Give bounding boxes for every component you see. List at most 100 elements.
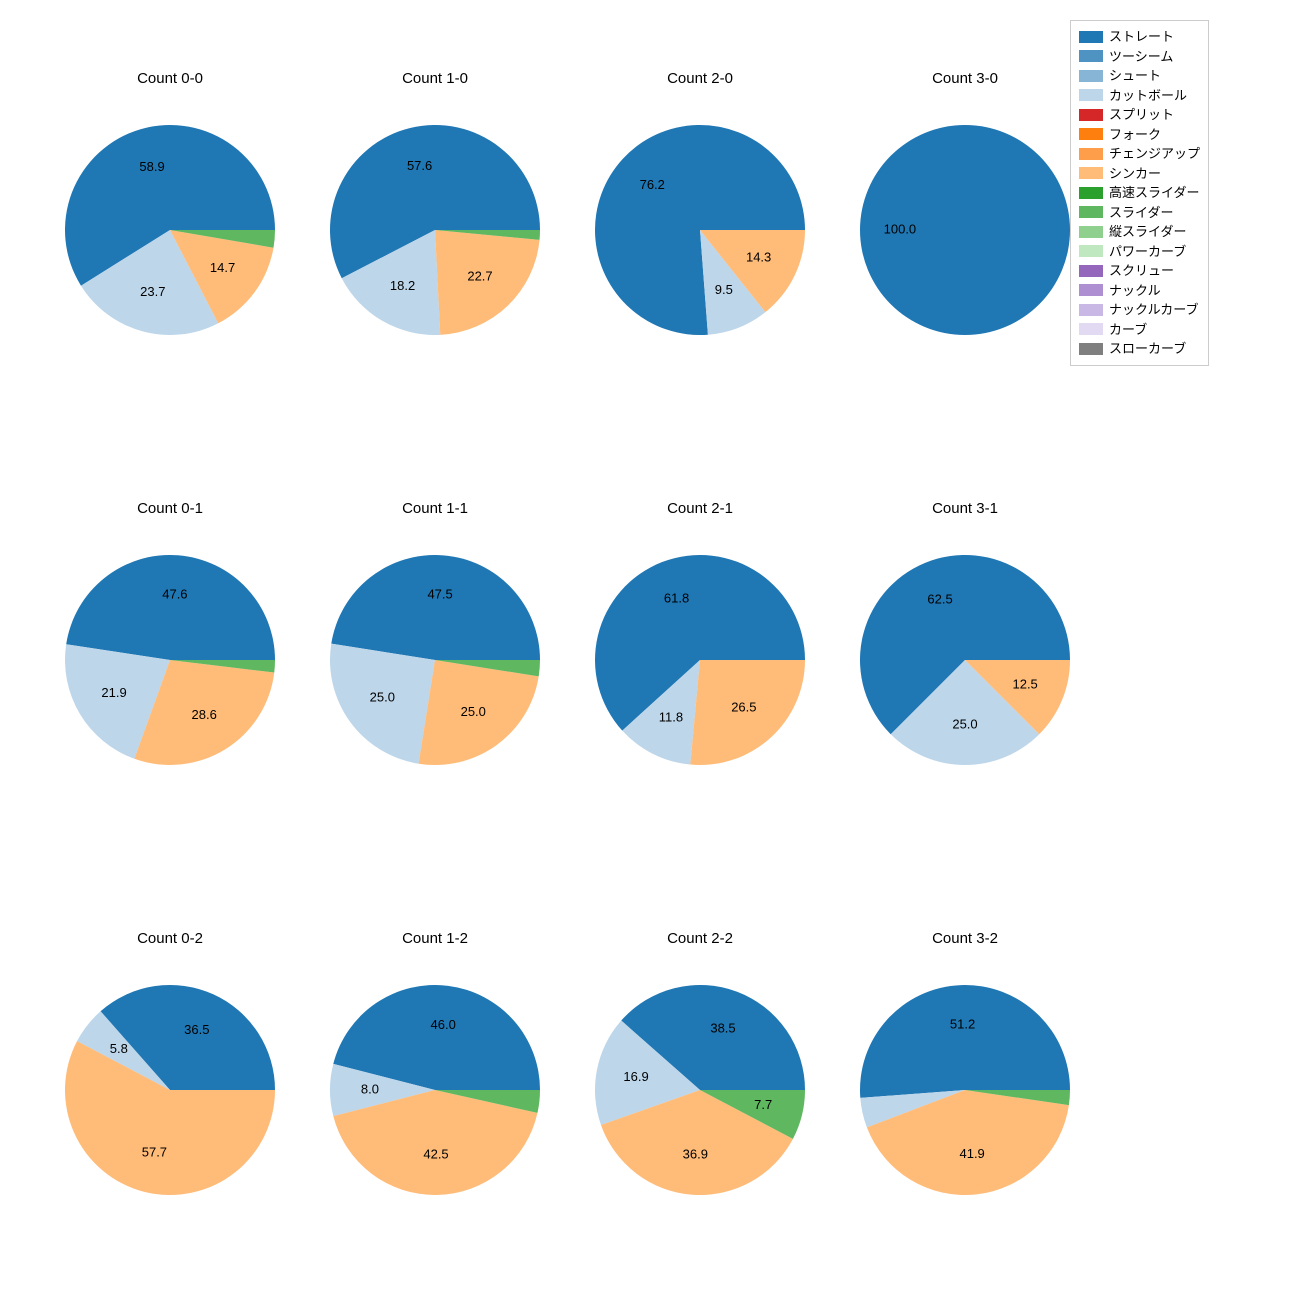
legend-item-screw: スクリュー: [1079, 261, 1200, 281]
pie-slice-straight: [331, 555, 540, 660]
legend-item-cutter: カットボール: [1079, 86, 1200, 106]
legend-item-changeup: チェンジアップ: [1079, 144, 1200, 164]
legend-swatch: [1079, 343, 1103, 355]
subplot-count-3-1: Count 3-1 62.5 25.0 12.5: [845, 500, 1085, 785]
legend-item-sinker: シンカー: [1079, 164, 1200, 184]
subplot-title: Count 0-2: [50, 930, 290, 947]
legend-label: チェンジアップ: [1109, 144, 1200, 164]
pie-label: 25.0: [370, 690, 395, 705]
legend-label: カットボール: [1109, 86, 1187, 106]
pie-label: 51.2: [950, 1016, 975, 1031]
pie-label: 58.9: [139, 159, 164, 174]
legend-label: ツーシーム: [1109, 47, 1173, 67]
pie-chart: 62.5 25.0 12.5: [845, 500, 1085, 785]
legend-item-split: スプリット: [1079, 105, 1200, 125]
legend-item-shoot: シュート: [1079, 66, 1200, 86]
legend-swatch: [1079, 50, 1103, 62]
subplot-count-2-2: Count 2-2 38.5 16.9 36.9 7.7: [580, 930, 820, 1215]
pie-label: 14.3: [746, 250, 771, 265]
subplot-title: Count 3-1: [845, 500, 1085, 517]
pie-label: 38.5: [710, 1021, 735, 1036]
pie-label: 18.2: [390, 278, 415, 293]
pie-chart: 61.8 11.8 26.5: [580, 500, 820, 785]
legend-label: 縦スライダー: [1109, 222, 1186, 242]
pie-label: 12.5: [1012, 676, 1037, 691]
legend-swatch: [1079, 304, 1103, 316]
subplot-count-1-0: Count 1-057.618.222.7: [315, 70, 555, 355]
subplot-count-0-0: Count 0-0 58.9 23.7 14.7: [50, 70, 290, 355]
legend-swatch: [1079, 245, 1103, 257]
legend-label: シュート: [1109, 66, 1161, 86]
pie-label: 61.8: [664, 591, 689, 606]
pie-label: 25.0: [461, 704, 486, 719]
subplot-count-1-2: Count 1-246.08.042.5: [315, 930, 555, 1215]
subplot-title: Count 2-2: [580, 930, 820, 947]
pie-label: 41.9: [959, 1146, 984, 1161]
legend-swatch: [1079, 226, 1103, 238]
pie-label: 22.7: [467, 268, 492, 283]
subplot-count-0-2: Count 0-236.55.857.7: [50, 930, 290, 1215]
legend-label: カーブ: [1109, 320, 1147, 340]
subplot-count-2-0: Count 2-0 76.2 9.5 14.3: [580, 70, 820, 355]
pie-slice-straight: [860, 985, 1070, 1098]
pie-chart: 100.0: [845, 70, 1085, 355]
pie-label: 16.9: [623, 1069, 648, 1084]
legend-label: スクリュー: [1109, 261, 1174, 281]
pie-chart: 51.2 41.9: [845, 930, 1085, 1215]
legend-item-twoseam: ツーシーム: [1079, 47, 1200, 67]
figure: Count 0-058.923.714.7Count 1-057.618.222…: [0, 0, 1300, 1300]
pie-label: 62.5: [927, 591, 952, 606]
legend-label: ナックル: [1109, 281, 1161, 301]
legend-swatch: [1079, 31, 1103, 43]
legend-swatch: [1079, 148, 1103, 160]
legend-swatch: [1079, 70, 1103, 82]
legend-label: スプリット: [1109, 105, 1174, 125]
legend-item-vslider: 縦スライダー: [1079, 222, 1200, 242]
subplot-title: Count 1-2: [315, 930, 555, 947]
subplot-count-0-1: Count 0-147.621.928.6: [50, 500, 290, 785]
legend-label: スローカーブ: [1109, 339, 1186, 359]
legend-item-curve: カーブ: [1079, 320, 1200, 340]
subplot-count-3-0: Count 3-0100.0: [845, 70, 1085, 355]
pie-label: 57.7: [142, 1145, 167, 1160]
subplot-title: Count 2-0: [580, 70, 820, 87]
pie-label: 28.6: [192, 707, 217, 722]
pie-label: 47.6: [162, 587, 187, 602]
pie-label: 42.5: [423, 1147, 448, 1162]
pie-label: 14.7: [210, 260, 235, 275]
subplot-title: Count 0-0: [50, 70, 290, 87]
pie-chart: 38.5 16.9 36.9 7.7: [580, 930, 820, 1215]
pie-label: 11.8: [659, 710, 683, 725]
pie-label: 47.5: [427, 587, 452, 602]
pie-label: 36.9: [683, 1146, 708, 1161]
legend-label: パワーカーブ: [1109, 242, 1186, 262]
legend-label: フォーク: [1109, 125, 1161, 145]
legend-swatch: [1079, 206, 1103, 218]
legend-item-knuckle: ナックル: [1079, 281, 1200, 301]
subplot-title: Count 0-1: [50, 500, 290, 517]
legend-swatch: [1079, 89, 1103, 101]
pie-chart: 58.9 23.7 14.7: [50, 70, 290, 355]
legend-item-slowcurve: スローカーブ: [1079, 339, 1200, 359]
legend-swatch: [1079, 167, 1103, 179]
pie-chart: 47.5 25.0 25.0: [315, 500, 555, 785]
pie-label: 36.5: [184, 1022, 209, 1037]
subplot-title: Count 1-1: [315, 500, 555, 517]
pie-label: 46.0: [431, 1017, 456, 1032]
subplot-title: Count 3-2: [845, 930, 1085, 947]
legend: ストレートツーシームシュートカットボールスプリットフォークチェンジアップシンカー…: [1070, 20, 1209, 366]
pie-label: 23.7: [140, 284, 165, 299]
pie-label: 100.0: [884, 221, 917, 236]
legend-item-straight: ストレート: [1079, 27, 1200, 47]
legend-swatch: [1079, 265, 1103, 277]
pie-label: 7.7: [754, 1097, 772, 1112]
pie-chart: 47.621.928.6: [50, 500, 290, 785]
legend-label: ストレート: [1109, 27, 1174, 47]
pie-label: 9.5: [715, 282, 733, 297]
pie-label: 26.5: [731, 700, 756, 715]
pie-label: 76.2: [640, 177, 665, 192]
pie-chart: 57.6 18.2 22.7: [315, 70, 555, 355]
legend-swatch: [1079, 323, 1103, 335]
pie-label: 25.0: [952, 717, 977, 732]
pie-label: 57.6: [407, 158, 432, 173]
